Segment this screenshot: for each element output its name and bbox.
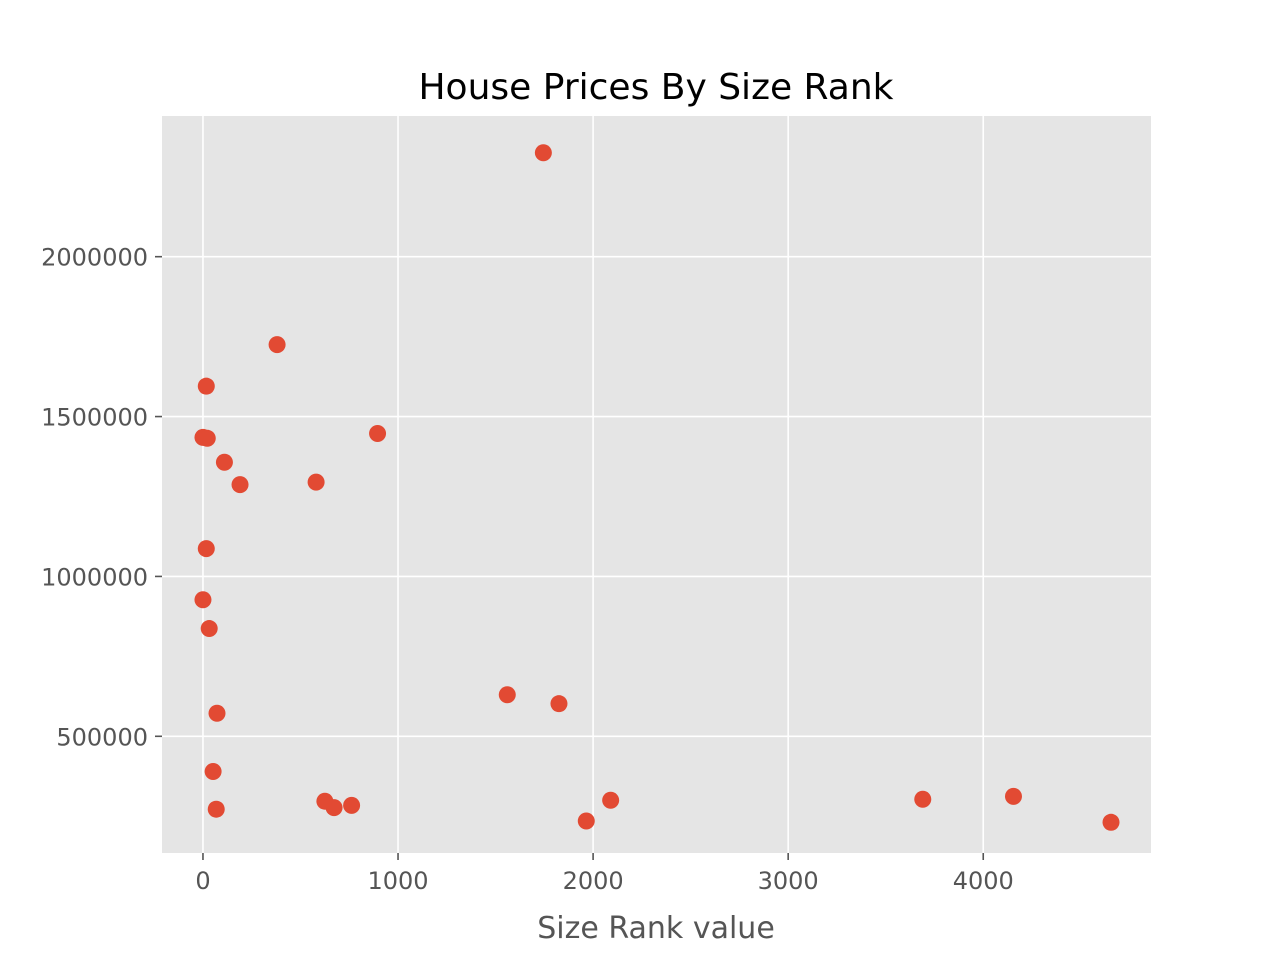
x-axis-label: Size Rank value [537, 911, 775, 946]
scatter-point [197, 540, 215, 558]
axis-ticks: 0 1000 2000 3000 4000 500000 1000000 1500000 200… [41, 244, 1014, 895]
scatter-point [577, 812, 595, 830]
grid-lines [162, 116, 1151, 853]
y-tick-label: 1000000 [41, 563, 148, 591]
x-tick-label: 1000 [367, 867, 428, 895]
scatter-point [231, 476, 249, 494]
scatter-point [198, 429, 216, 447]
y-tick-label: 1500000 [41, 404, 148, 432]
scatter-point [200, 620, 218, 638]
scatter-point [343, 796, 361, 814]
scatter-point [194, 591, 212, 609]
chart-title: House Prices By Size Rank [418, 67, 893, 108]
plot-area [162, 116, 1151, 853]
scatter-point [914, 790, 932, 808]
scatter-point [369, 425, 387, 443]
scatter-point [498, 686, 516, 704]
scatter-point [197, 377, 215, 395]
y-tick-label: 500000 [56, 723, 148, 751]
scatter-point [208, 704, 226, 722]
scatter-point [268, 336, 286, 354]
y-tick-label: 2000000 [41, 244, 148, 272]
data-points [194, 144, 1120, 831]
x-tick-label: 0 [195, 867, 210, 895]
scatter-point [602, 791, 620, 809]
scatter-point [207, 800, 225, 818]
x-tick-label: 3000 [758, 867, 819, 895]
scatter-point [1004, 787, 1022, 805]
scatter-point [1102, 813, 1120, 831]
scatter-point [215, 453, 233, 471]
scatter-point [550, 695, 568, 713]
x-tick-label: 4000 [953, 867, 1014, 895]
x-tick-label: 2000 [563, 867, 624, 895]
scatter-point [204, 762, 222, 780]
scatter-point [325, 799, 343, 817]
scatter-point [534, 144, 552, 162]
scatter-point [307, 473, 325, 491]
